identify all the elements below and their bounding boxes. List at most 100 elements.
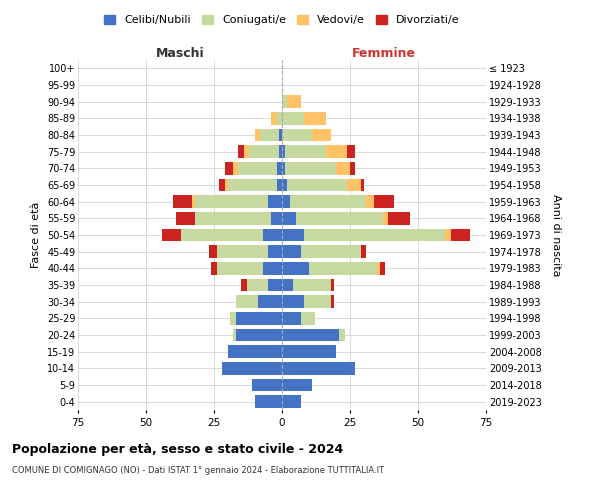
Bar [301, 312, 314, 324]
Bar [304, 296, 331, 308]
Bar [192, 196, 195, 208]
Bar [337, 162, 350, 174]
Bar [257, 296, 282, 308]
Bar [374, 196, 394, 208]
Bar [211, 262, 217, 274]
Bar [287, 179, 347, 191]
Bar [238, 146, 244, 158]
Bar [181, 229, 263, 241]
Bar [309, 262, 377, 274]
Bar [282, 146, 285, 158]
Bar [225, 179, 227, 191]
Bar [217, 246, 268, 258]
Bar [312, 128, 331, 141]
Bar [282, 246, 301, 258]
Bar [290, 196, 367, 208]
Bar [331, 296, 334, 308]
Bar [282, 179, 287, 191]
Bar [282, 262, 309, 274]
Bar [163, 229, 181, 241]
Bar [377, 262, 380, 274]
Bar [282, 312, 301, 324]
Bar [209, 246, 217, 258]
Text: Femmine: Femmine [352, 47, 416, 60]
Bar [268, 279, 282, 291]
Bar [255, 128, 260, 141]
Bar [277, 179, 282, 191]
Bar [347, 146, 355, 158]
Bar [282, 162, 285, 174]
Bar [271, 112, 277, 124]
Bar [233, 329, 236, 341]
Bar [268, 246, 282, 258]
Bar [282, 196, 290, 208]
Bar [268, 196, 282, 208]
Bar [220, 179, 225, 191]
Text: Maschi: Maschi [155, 47, 205, 60]
Bar [282, 229, 304, 241]
Bar [282, 362, 355, 374]
Bar [252, 379, 282, 391]
Bar [279, 128, 282, 141]
Bar [230, 312, 236, 324]
Bar [195, 212, 271, 224]
Bar [383, 212, 388, 224]
Bar [282, 379, 312, 391]
Legend: Celibi/Nubili, Coniugati/e, Vedovi/e, Divorziati/e: Celibi/Nubili, Coniugati/e, Vedovi/e, Di… [101, 12, 463, 28]
Bar [238, 162, 277, 174]
Bar [227, 346, 282, 358]
Bar [222, 362, 282, 374]
Bar [287, 96, 301, 108]
Bar [285, 146, 326, 158]
Bar [301, 246, 361, 258]
Bar [282, 96, 287, 108]
Bar [282, 112, 304, 124]
Bar [285, 162, 337, 174]
Bar [241, 279, 247, 291]
Bar [451, 229, 470, 241]
Bar [225, 162, 233, 174]
Text: COMUNE DI COMIGNAGO (NO) - Dati ISTAT 1° gennaio 2024 - Elaborazione TUTTITALIA.: COMUNE DI COMIGNAGO (NO) - Dati ISTAT 1°… [12, 466, 384, 475]
Bar [347, 179, 361, 191]
Bar [173, 196, 192, 208]
Bar [263, 262, 282, 274]
Bar [282, 329, 339, 341]
Bar [331, 279, 334, 291]
Bar [277, 112, 282, 124]
Bar [282, 296, 304, 308]
Bar [282, 128, 312, 141]
Bar [176, 212, 195, 224]
Bar [367, 196, 374, 208]
Bar [244, 146, 250, 158]
Bar [255, 396, 282, 408]
Bar [217, 262, 263, 274]
Bar [339, 329, 344, 341]
Bar [282, 279, 293, 291]
Bar [361, 246, 367, 258]
Bar [277, 162, 282, 174]
Bar [304, 112, 326, 124]
Bar [236, 312, 282, 324]
Bar [282, 212, 296, 224]
Bar [380, 262, 385, 274]
Bar [293, 279, 331, 291]
Bar [282, 346, 337, 358]
Bar [304, 229, 445, 241]
Bar [326, 146, 347, 158]
Bar [263, 229, 282, 241]
Bar [250, 146, 279, 158]
Bar [195, 196, 268, 208]
Bar [279, 146, 282, 158]
Text: Popolazione per età, sesso e stato civile - 2024: Popolazione per età, sesso e stato civil… [12, 442, 343, 456]
Bar [388, 212, 410, 224]
Bar [282, 396, 301, 408]
Bar [247, 279, 268, 291]
Y-axis label: Anni di nascita: Anni di nascita [551, 194, 561, 276]
Bar [233, 162, 238, 174]
Bar [236, 329, 282, 341]
Bar [445, 229, 451, 241]
Bar [350, 162, 355, 174]
Bar [361, 179, 364, 191]
Bar [296, 212, 383, 224]
Bar [236, 296, 257, 308]
